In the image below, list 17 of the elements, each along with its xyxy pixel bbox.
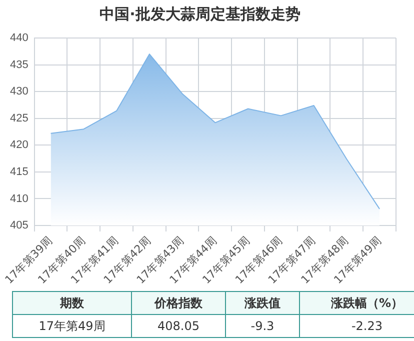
y-tick-label: 435: [10, 58, 28, 71]
text: 涨跌值: [226, 292, 300, 314]
chart-title: 中国·批发大蒜周定基指数走势: [100, 4, 300, 23]
y-tick-label: 430: [10, 86, 28, 98]
y-tick-label: 410: [10, 192, 28, 205]
y-tick-label: 420: [10, 139, 28, 152]
text: -2.23: [300, 314, 414, 338]
y-tick-label: 425: [10, 112, 28, 124]
text: -9.3: [226, 314, 300, 338]
y-tick-label: 415: [10, 166, 28, 178]
y-tick-label: 440: [10, 32, 28, 44]
text: 17年第49周: [12, 314, 132, 338]
text: 价格指数: [132, 292, 226, 314]
text: 408.05: [132, 314, 226, 338]
text: 期数: [12, 292, 132, 314]
y-tick-label: 405: [10, 220, 28, 232]
text: 涨跌幅（%）: [300, 292, 414, 314]
